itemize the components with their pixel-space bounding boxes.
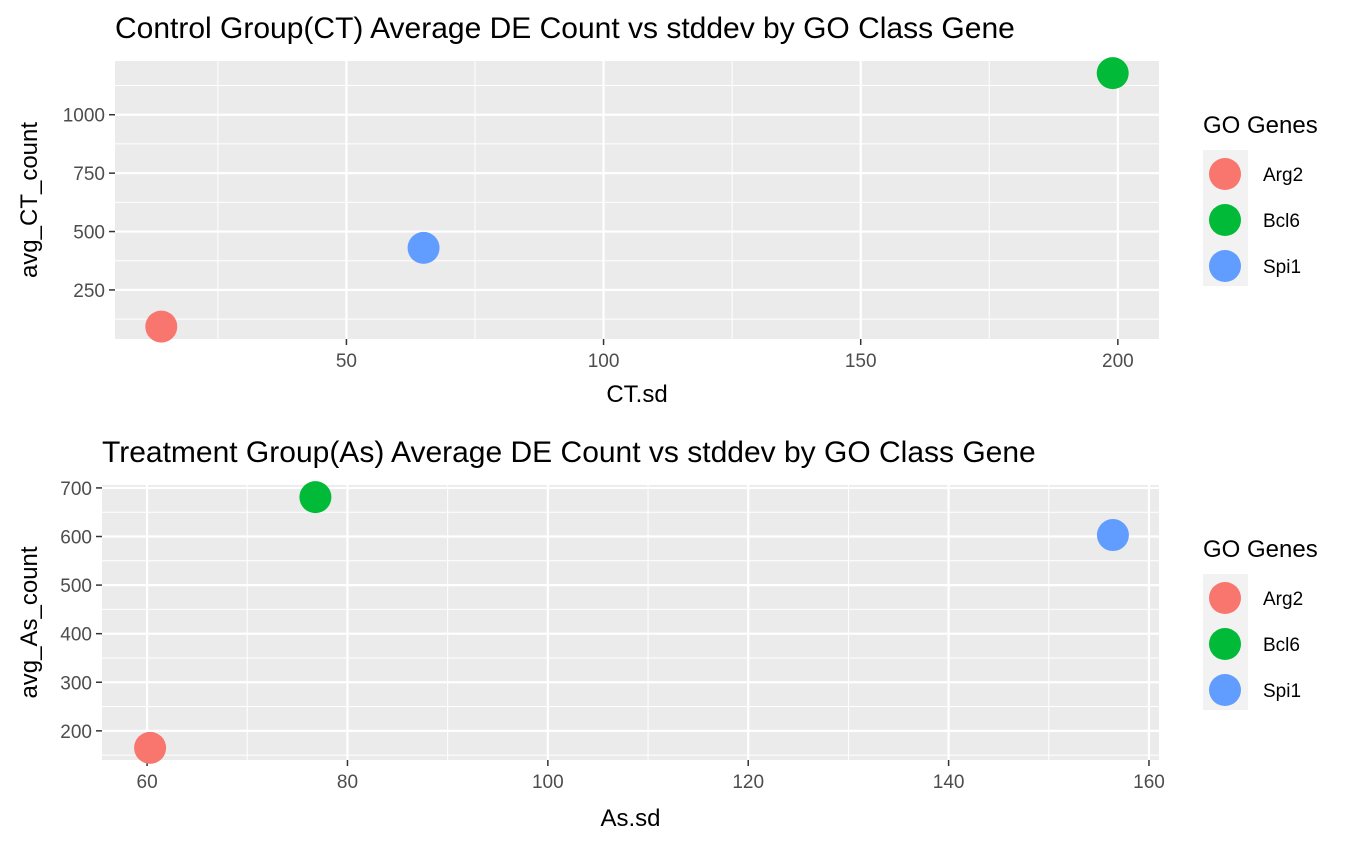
legend-label: Arg2 <box>1263 589 1303 610</box>
chart-title: Control Group(CT) Average DE Count vs st… <box>115 12 1015 45</box>
data-point-spi1 <box>1096 519 1129 552</box>
legend-key-spi1 <box>1209 674 1241 706</box>
legend-title: GO Genes <box>1203 536 1318 563</box>
legend-label: Bcl6 <box>1263 635 1300 656</box>
y-tick-label: 400 <box>60 625 92 646</box>
legend-label: Bcl6 <box>1263 211 1300 232</box>
legend-label: Spi1 <box>1263 681 1301 702</box>
x-tick-label: 150 <box>845 351 877 372</box>
legend-title: GO Genes <box>1203 112 1318 139</box>
data-point-bcl6 <box>299 481 332 514</box>
x-tick-label: 50 <box>336 351 357 372</box>
y-tick-label: 700 <box>60 479 92 500</box>
y-tick-label: 200 <box>60 722 92 743</box>
y-tick-label: 1000 <box>63 106 105 127</box>
legend-key-spi1 <box>1209 250 1241 282</box>
data-point-spi1 <box>407 231 440 264</box>
x-tick-label: 120 <box>732 772 764 793</box>
chart-title: Treatment Group(As) Average DE Count vs … <box>102 436 1036 469</box>
legend-key-arg2 <box>1209 158 1241 190</box>
legend-label: Spi1 <box>1263 257 1301 278</box>
x-tick-label: 140 <box>933 772 965 793</box>
data-point-arg2 <box>145 310 178 343</box>
x-tick-label: 100 <box>532 772 564 793</box>
y-axis-title: avg_As_count <box>16 546 43 698</box>
data-point-bcl6 <box>1096 57 1129 90</box>
chart-panel-control: Control Group(CT) Average DE Count vs st… <box>16 12 1318 408</box>
x-tick-label: 160 <box>1133 772 1165 793</box>
plot-background <box>115 61 1159 339</box>
legend-key-bcl6 <box>1209 204 1241 236</box>
x-tick-label: 200 <box>1102 351 1134 372</box>
x-axis-title: As.sd <box>600 805 660 832</box>
legend-key-arg2 <box>1209 582 1241 614</box>
legend-key-bcl6 <box>1209 628 1241 660</box>
y-tick-label: 300 <box>60 673 92 694</box>
y-tick-label: 600 <box>60 528 92 549</box>
y-tick-label: 500 <box>60 576 92 597</box>
y-tick-label: 750 <box>73 164 105 185</box>
x-tick-label: 60 <box>137 772 158 793</box>
y-tick-label: 250 <box>73 281 105 302</box>
data-point-arg2 <box>134 731 167 764</box>
x-tick-label: 100 <box>588 351 620 372</box>
chart-panel-treatment: Treatment Group(As) Average DE Count vs … <box>16 436 1318 832</box>
y-axis-title: avg_CT_count <box>16 122 43 278</box>
y-tick-label: 500 <box>73 223 105 244</box>
legend-label: Arg2 <box>1263 165 1303 186</box>
x-tick-label: 80 <box>337 772 358 793</box>
x-axis-title: CT.sd <box>606 381 667 408</box>
plot-background <box>102 485 1159 760</box>
